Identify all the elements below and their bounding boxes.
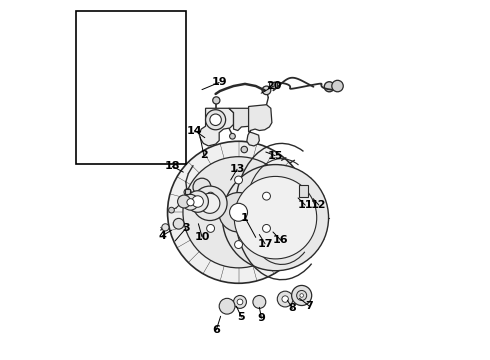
Polygon shape [199,108,234,146]
Circle shape [177,195,191,208]
Circle shape [230,134,235,139]
Circle shape [235,240,243,248]
Circle shape [162,224,169,231]
Polygon shape [122,26,139,58]
Text: 5: 5 [238,312,245,322]
Circle shape [193,178,211,196]
Polygon shape [247,105,272,146]
Text: 13: 13 [229,164,245,174]
Circle shape [234,296,246,309]
Circle shape [205,110,225,130]
Polygon shape [85,67,125,107]
Circle shape [234,176,317,259]
Circle shape [241,146,247,153]
Text: 1: 1 [241,213,249,222]
Circle shape [193,186,227,221]
Text: 20: 20 [266,81,281,91]
Circle shape [263,225,270,232]
Circle shape [332,80,343,92]
Bar [270,82,277,88]
Circle shape [173,219,184,229]
Circle shape [101,74,115,87]
Circle shape [169,207,174,213]
Circle shape [263,192,270,200]
Bar [299,185,308,197]
Text: 8: 8 [289,303,296,314]
Text: 17: 17 [257,239,273,249]
Circle shape [282,296,289,302]
Circle shape [223,303,231,310]
Circle shape [213,97,220,104]
Text: 7: 7 [306,301,314,311]
Text: 19: 19 [211,77,227,87]
Circle shape [168,141,310,283]
Circle shape [187,191,208,212]
Text: 2: 2 [200,150,208,160]
Text: 15: 15 [268,150,283,161]
Text: 11: 11 [297,200,313,210]
Text: 10: 10 [194,232,210,242]
Circle shape [90,101,97,108]
Circle shape [300,194,307,201]
Circle shape [262,87,270,94]
Polygon shape [186,189,191,194]
Circle shape [166,72,172,78]
Circle shape [200,193,220,213]
Circle shape [98,70,118,90]
Polygon shape [229,108,253,131]
Circle shape [184,189,191,196]
Circle shape [192,196,203,207]
Circle shape [292,285,312,306]
Text: 14: 14 [187,126,202,135]
Circle shape [235,176,243,184]
Text: 18: 18 [165,161,180,171]
Circle shape [253,296,266,309]
Circle shape [324,82,334,92]
Circle shape [219,193,258,232]
Circle shape [230,203,247,221]
Circle shape [277,291,293,307]
Circle shape [300,294,303,297]
Circle shape [187,199,194,206]
Text: 3: 3 [182,224,190,233]
Circle shape [183,157,294,268]
Polygon shape [128,69,146,91]
Circle shape [237,299,243,305]
Text: 16: 16 [273,235,289,245]
Polygon shape [91,30,107,62]
Text: 4: 4 [159,231,167,240]
Circle shape [219,298,235,314]
Circle shape [183,194,198,210]
Polygon shape [85,99,101,110]
Polygon shape [146,30,153,58]
Circle shape [207,192,215,200]
Circle shape [210,114,221,126]
Bar [76,12,186,164]
Circle shape [262,86,271,95]
Text: 6: 6 [212,325,220,335]
Text: 12: 12 [311,200,327,210]
Text: 9: 9 [258,313,266,323]
Circle shape [207,225,215,232]
Circle shape [296,291,307,301]
Circle shape [222,165,329,271]
